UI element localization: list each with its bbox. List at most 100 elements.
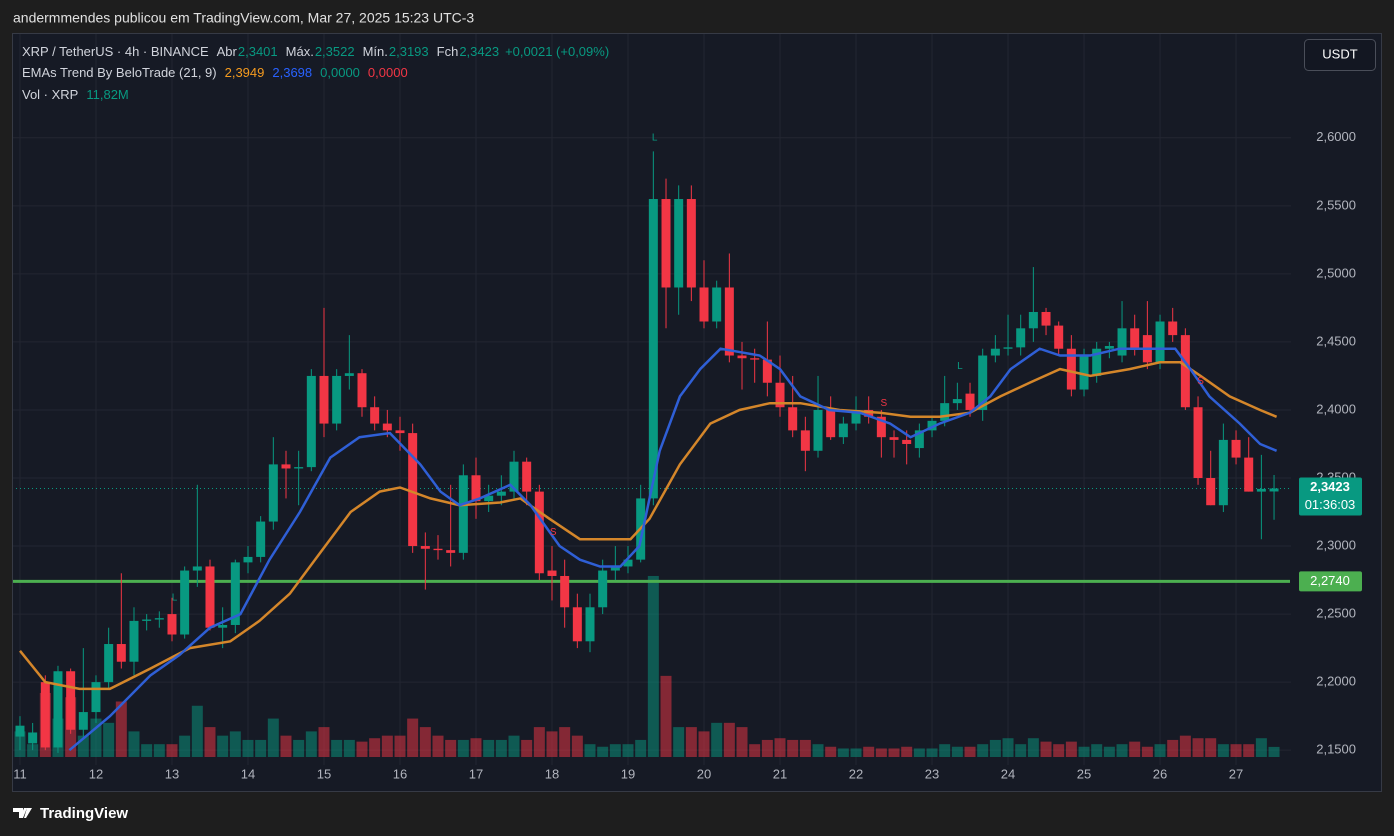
volume-bar: [128, 731, 140, 757]
hline-label-box: [1299, 571, 1362, 592]
candle-body: [496, 491, 506, 496]
candle-body: [1206, 478, 1216, 506]
y-tick-label: 2,5000: [1316, 265, 1356, 280]
candle-body: [534, 491, 544, 574]
candle-body: [1104, 345, 1114, 349]
volume-bar: [837, 748, 849, 757]
candle-body: [1180, 335, 1190, 408]
candle-body: [699, 287, 709, 322]
volume-bar: [445, 739, 457, 757]
volume-bar: [913, 748, 925, 757]
x-tick-label: 11: [13, 766, 27, 781]
x-tick-label: 24: [1001, 766, 1015, 781]
countdown: 01:36:03: [1305, 497, 1356, 512]
candle-body: [509, 461, 519, 492]
volume-bar: [812, 744, 824, 757]
candle-body: [1041, 311, 1051, 326]
legend-text: 2,3193: [389, 44, 429, 59]
candle-body: [332, 375, 342, 424]
candle-body: [724, 287, 734, 356]
legend-text: 0,0000: [320, 65, 360, 80]
volume-bar: [711, 722, 723, 757]
volume-bar: [191, 705, 203, 757]
candle-body: [800, 430, 810, 451]
candle-body: [116, 644, 126, 662]
candle-body: [192, 566, 202, 571]
y-tick-label: 2,2500: [1316, 606, 1356, 621]
volume-bar: [1116, 744, 1128, 757]
candle-body: [547, 570, 557, 576]
legend-line: EMAs Trend By BeloTrade (21, 9) 2,3949 2,3…: [22, 65, 408, 80]
candle-body: [889, 437, 899, 440]
volume-bar: [749, 744, 761, 757]
x-tick-label: 19: [621, 766, 635, 781]
x-tick-label: 18: [545, 766, 559, 781]
volume-bar: [863, 746, 875, 757]
candle-body: [1028, 311, 1038, 329]
candle-body: [1244, 457, 1254, 492]
candle-body: [813, 409, 823, 451]
volume-bar: [166, 744, 178, 757]
volume-bar: [1040, 741, 1052, 757]
volume-bar: [1129, 741, 1141, 757]
volume-bar: [1078, 746, 1090, 757]
candle-body: [1218, 439, 1228, 506]
candle-body: [294, 467, 304, 469]
candle-body: [737, 355, 747, 359]
legend-text: Vol · XRP: [22, 87, 78, 102]
volume-bar: [394, 735, 406, 757]
volume-bar: [1243, 744, 1255, 757]
volume-bar: [255, 739, 267, 757]
candle-body: [420, 546, 430, 549]
y-tick-label: 2,1500: [1316, 742, 1356, 757]
candle-body: [864, 409, 874, 417]
candle-body: [876, 416, 886, 438]
candle-body: [914, 430, 924, 449]
volume-bar: [217, 735, 229, 757]
candle-body: [762, 359, 772, 383]
ema-line: [19, 361, 1278, 691]
volume-bar: [825, 746, 837, 757]
x-tick-label: 20: [697, 766, 711, 781]
candle-body: [142, 619, 152, 621]
volume-bar: [977, 744, 989, 757]
x-tick-label: 26: [1153, 766, 1167, 781]
candle-body: [838, 423, 848, 438]
volume-bar: [90, 718, 102, 757]
x-tick-label: 13: [165, 766, 179, 781]
currency-button[interactable]: [1304, 39, 1376, 71]
legend-text: +0,0021 (+0,09%): [505, 44, 609, 59]
candle-body: [1168, 321, 1178, 336]
volume-bar: [103, 722, 115, 757]
volume-bar: [305, 731, 317, 757]
candle-body: [686, 199, 696, 288]
x-tick-label: 16: [393, 766, 407, 781]
candle-body: [775, 382, 785, 408]
candle-body: [218, 624, 228, 628]
volume-bar: [964, 746, 976, 757]
candle-body: [788, 407, 798, 431]
candle-body: [408, 433, 418, 547]
volume-bar: [280, 735, 292, 757]
candle-body: [382, 423, 392, 431]
volume-bar: [242, 739, 254, 757]
volume-bar: [609, 744, 621, 757]
y-tick-label: 2,3000: [1316, 537, 1356, 552]
volume-bar: [571, 735, 583, 757]
volume-bar: [559, 727, 571, 757]
candle-body: [40, 682, 50, 748]
candle-body: [446, 550, 456, 553]
candle-body: [281, 464, 291, 469]
legend-text: 2,3423: [459, 44, 499, 59]
candle-body: [268, 464, 278, 522]
x-tick-label: 17: [469, 766, 483, 781]
volume-bar: [483, 739, 495, 757]
volume-bar: [546, 731, 558, 757]
volume-bar: [1053, 744, 1065, 757]
x-tick-label: 27: [1229, 766, 1243, 781]
candle-body: [484, 495, 494, 502]
volume-bar: [622, 744, 634, 757]
candle-body: [230, 562, 240, 625]
volume-bar: [685, 727, 697, 757]
